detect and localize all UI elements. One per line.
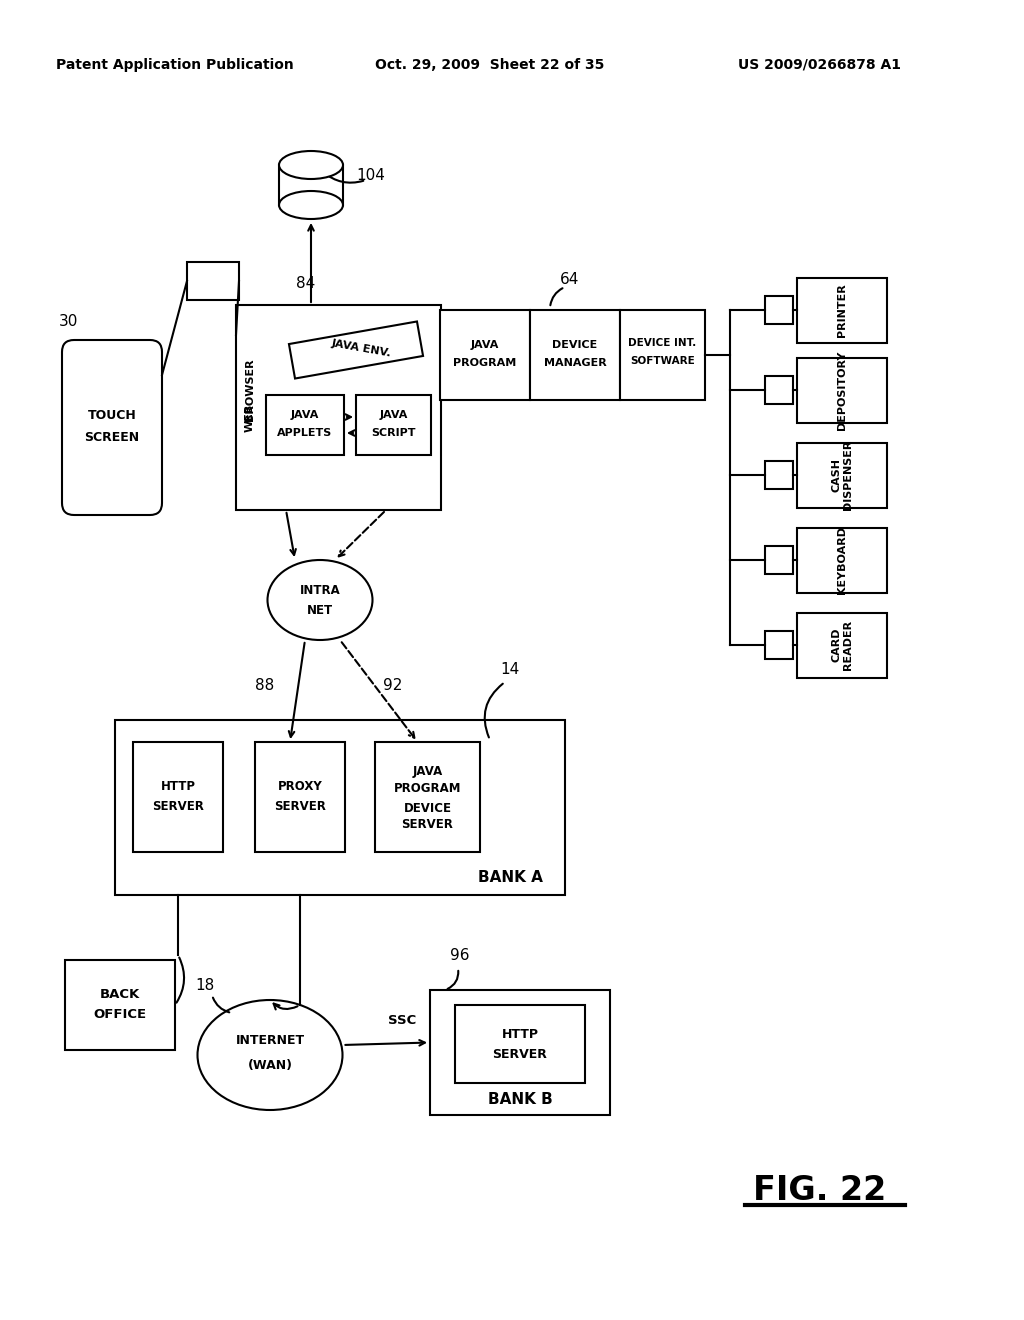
Text: SERVER: SERVER — [493, 1048, 548, 1060]
Text: PROGRAM: PROGRAM — [394, 783, 461, 796]
Ellipse shape — [267, 560, 373, 640]
Bar — [797, 442, 887, 507]
Text: BANK B: BANK B — [487, 1093, 552, 1107]
Text: TOUCH: TOUCH — [88, 409, 136, 422]
Text: APPLETS: APPLETS — [278, 428, 333, 438]
Text: SOFTWARE: SOFTWARE — [630, 356, 695, 366]
Bar — [440, 310, 530, 400]
Text: FIG. 22: FIG. 22 — [754, 1173, 887, 1206]
Text: JAVA: JAVA — [291, 411, 319, 420]
Text: BACK: BACK — [100, 989, 140, 1002]
Text: JAVA: JAVA — [471, 341, 499, 350]
Text: SCREEN: SCREEN — [84, 432, 139, 444]
Text: MANAGER: MANAGER — [544, 358, 606, 368]
Bar — [797, 358, 887, 422]
Text: 84: 84 — [296, 276, 315, 290]
Bar — [765, 631, 793, 659]
Bar — [530, 310, 620, 400]
Bar — [455, 1005, 585, 1082]
Text: (WAN): (WAN) — [248, 1059, 293, 1072]
Text: SERVER: SERVER — [274, 800, 326, 813]
Text: SERVER: SERVER — [152, 800, 204, 813]
Ellipse shape — [198, 1001, 342, 1110]
Text: HTTP: HTTP — [502, 1027, 539, 1040]
Text: DEVICE: DEVICE — [552, 341, 598, 350]
Text: 30: 30 — [58, 314, 78, 330]
Bar — [765, 376, 793, 404]
Text: PRINTER: PRINTER — [837, 282, 847, 337]
Text: INTERNET: INTERNET — [236, 1035, 304, 1048]
Text: 64: 64 — [560, 272, 580, 288]
Text: HTTP: HTTP — [161, 780, 196, 793]
Bar — [356, 395, 431, 455]
Bar — [797, 528, 887, 593]
Bar — [115, 719, 565, 895]
Text: DEVICE: DEVICE — [403, 803, 452, 816]
Text: PROXY: PROXY — [278, 780, 323, 793]
Text: JAVA ENV.: JAVA ENV. — [331, 338, 392, 358]
Text: SERVER: SERVER — [401, 818, 454, 832]
Bar — [765, 546, 793, 574]
Bar — [430, 990, 610, 1115]
Bar — [797, 612, 887, 677]
Text: 14: 14 — [501, 663, 519, 677]
Text: DEVICE INT.: DEVICE INT. — [629, 338, 696, 348]
Text: 18: 18 — [196, 978, 215, 993]
Bar — [765, 296, 793, 323]
Bar — [620, 310, 705, 400]
Text: 104: 104 — [356, 168, 385, 182]
FancyBboxPatch shape — [62, 341, 162, 515]
Bar — [187, 261, 239, 300]
Text: DEPOSITORY: DEPOSITORY — [837, 350, 847, 430]
Bar — [375, 742, 480, 851]
Bar — [255, 742, 345, 851]
Text: Oct. 29, 2009  Sheet 22 of 35: Oct. 29, 2009 Sheet 22 of 35 — [376, 58, 605, 73]
Text: BANK A: BANK A — [477, 870, 543, 884]
Bar — [289, 322, 423, 379]
Text: 88: 88 — [255, 677, 274, 693]
Text: Patent Application Publication: Patent Application Publication — [56, 58, 294, 73]
Text: PROGRAM: PROGRAM — [454, 358, 517, 368]
Ellipse shape — [279, 191, 343, 219]
Text: SSC: SSC — [388, 1014, 416, 1027]
Text: OFFICE: OFFICE — [93, 1008, 146, 1022]
Bar — [765, 461, 793, 488]
Text: INTRA: INTRA — [300, 583, 340, 597]
Text: JAVA: JAVA — [413, 766, 442, 779]
Text: CASH
DISPENSER: CASH DISPENSER — [831, 440, 853, 511]
Text: KEYBOARD: KEYBOARD — [837, 525, 847, 594]
Bar — [797, 277, 887, 342]
Text: NET: NET — [307, 603, 333, 616]
Text: SCRIPT: SCRIPT — [372, 428, 416, 438]
Ellipse shape — [279, 150, 343, 180]
Bar — [133, 742, 223, 851]
Text: BROWSER: BROWSER — [245, 358, 255, 421]
Bar — [236, 305, 441, 510]
Text: 92: 92 — [383, 677, 402, 693]
Text: WEB: WEB — [245, 404, 255, 432]
Text: 96: 96 — [451, 948, 470, 962]
Bar — [65, 960, 175, 1049]
Text: CARD
READER: CARD READER — [831, 620, 853, 671]
Bar — [266, 395, 344, 455]
Text: US 2009/0266878 A1: US 2009/0266878 A1 — [738, 58, 901, 73]
Text: JAVA: JAVA — [379, 411, 408, 420]
